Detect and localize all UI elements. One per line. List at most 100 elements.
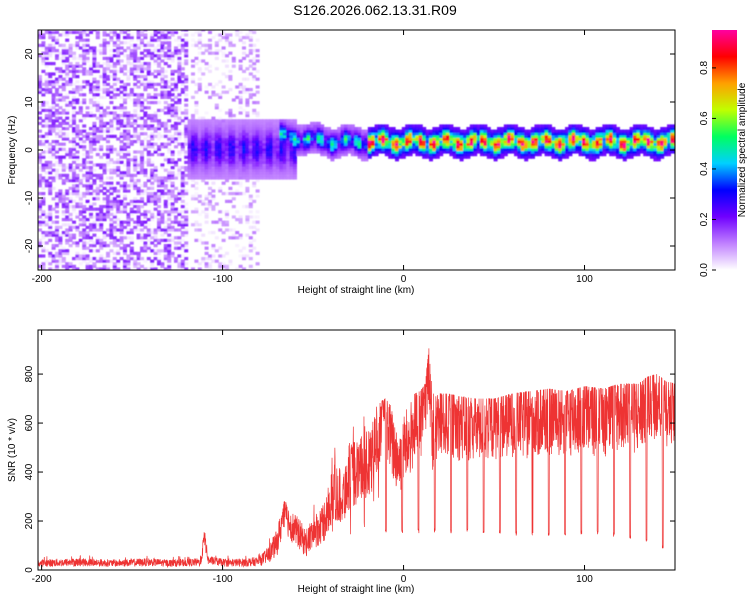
spectrogram-cell (537, 129, 542, 133)
spectrogram-cell (208, 64, 212, 68)
spectrogram-cell (123, 93, 127, 97)
spectrogram-cell (432, 129, 437, 133)
spectrogram-cell (38, 54, 42, 58)
spectrogram-cell (537, 140, 542, 144)
spectrogram-cell (129, 72, 134, 76)
spectrogram-cell (276, 119, 280, 123)
spectrogram-cell (524, 147, 529, 151)
spectrogram-cell (123, 98, 127, 102)
spectrogram-cell (293, 166, 297, 170)
spectrogram-cell (146, 155, 151, 159)
spectrogram-cell (238, 220, 243, 224)
spectrogram-cell (136, 134, 141, 138)
spectrogram-cell (167, 134, 172, 138)
spectrogram-cell (483, 129, 488, 133)
spectrogram-cell (78, 168, 83, 172)
spectrogram-cell (653, 147, 658, 151)
spectrogram-cell (126, 46, 131, 50)
spectrogram-cell (191, 210, 195, 214)
spectrogram-cell (435, 155, 440, 159)
spectrogram-cell (337, 145, 342, 149)
spectrogram-cell (140, 43, 144, 47)
spectrogram-cell (262, 150, 267, 154)
spectrogram-cell (163, 111, 168, 115)
spectrogram-cell (245, 205, 250, 209)
spectrogram-cell (146, 51, 151, 55)
spectrogram-cell (245, 215, 250, 219)
spectrogram-cell (459, 155, 464, 159)
spectrogram-cell (446, 145, 450, 149)
spectrogram-cell (191, 33, 195, 37)
spectrogram-cell (398, 150, 403, 154)
spectrogram-cell (575, 134, 580, 138)
spectrogram-cell (123, 30, 127, 34)
spectrogram-cell (293, 158, 297, 162)
spectrogram-cell (89, 228, 93, 232)
spectrogram-cell (612, 129, 617, 133)
spectrogram-cell (245, 218, 250, 222)
snr-y-label: SNR (10 * v/v) (7, 418, 18, 482)
spectrogram-cell (228, 140, 233, 144)
spectrogram-cell (214, 168, 219, 172)
spectrogram-cell (350, 124, 355, 128)
spectrogram-cell (92, 140, 97, 144)
spectrogram-cell (235, 236, 240, 240)
spectrogram-cell (65, 205, 70, 209)
spectrogram-cell (150, 241, 155, 245)
spectrogram-cell (170, 137, 175, 141)
spectrogram-cell (51, 98, 56, 102)
spectrogram-cell (194, 90, 199, 94)
spectrogram-cell (248, 176, 253, 180)
spectrogram-cell (153, 54, 158, 58)
spectrogram-cell (473, 142, 478, 146)
spectrogram-cell (184, 168, 189, 172)
spectrogram-cell (442, 127, 447, 131)
spectrogram-cell (544, 124, 549, 128)
spectrogram-cell (38, 85, 42, 89)
spectrogram-cell (306, 137, 311, 141)
spectrogram-cell (174, 199, 178, 203)
spectrogram-cell (228, 142, 233, 146)
spectrogram-cell (497, 137, 501, 141)
spectrogram-cell (463, 150, 467, 154)
spectrogram-cell (143, 210, 148, 214)
spectrogram-cell (418, 145, 423, 149)
spectrogram-cell (119, 64, 124, 68)
spectrogram-cell (242, 119, 246, 123)
spectrogram-cell (61, 147, 66, 151)
spectrogram-cell (58, 254, 63, 258)
spectrogram-cell (214, 249, 219, 253)
spectrogram-cell (588, 134, 593, 138)
spectrogram-cell (153, 101, 158, 105)
spectrogram-cell (143, 215, 148, 219)
spectrogram-cell (395, 134, 399, 138)
spectrogram-cell (177, 132, 182, 136)
spectrogram-cell (286, 119, 291, 123)
spectrogram-cell (136, 218, 141, 222)
spectrogram-cell (61, 51, 66, 55)
spectrogram-cell (106, 129, 110, 133)
spectrogram-cell (575, 150, 580, 154)
spectrogram-cell (456, 142, 461, 146)
spectrogram-cell (231, 56, 236, 60)
spectrogram-cell (136, 38, 141, 42)
spectrogram-cell (364, 142, 369, 146)
spectrogram-cell (89, 225, 93, 229)
spectrogram-cell (330, 137, 335, 141)
spectrogram-cell (102, 95, 107, 99)
spectrogram-cell (548, 145, 552, 149)
spectrogram-cell (163, 33, 168, 37)
spectrogram-cell (214, 127, 219, 131)
spectrogram-cell (106, 168, 110, 172)
spectrogram-cell (619, 137, 624, 141)
spectrogram-cell (469, 132, 474, 136)
spectrogram-cell (670, 127, 675, 131)
spectrogram-cell (143, 49, 148, 53)
spectrogram-cell (136, 69, 141, 73)
spectrogram-cell (214, 103, 219, 107)
spectrogram-cell (656, 155, 661, 159)
spectrogram-cell (673, 147, 675, 151)
spectrogram-cell (116, 43, 121, 47)
spectrogram-cell (204, 124, 209, 128)
spectrogram-cell (320, 132, 325, 136)
